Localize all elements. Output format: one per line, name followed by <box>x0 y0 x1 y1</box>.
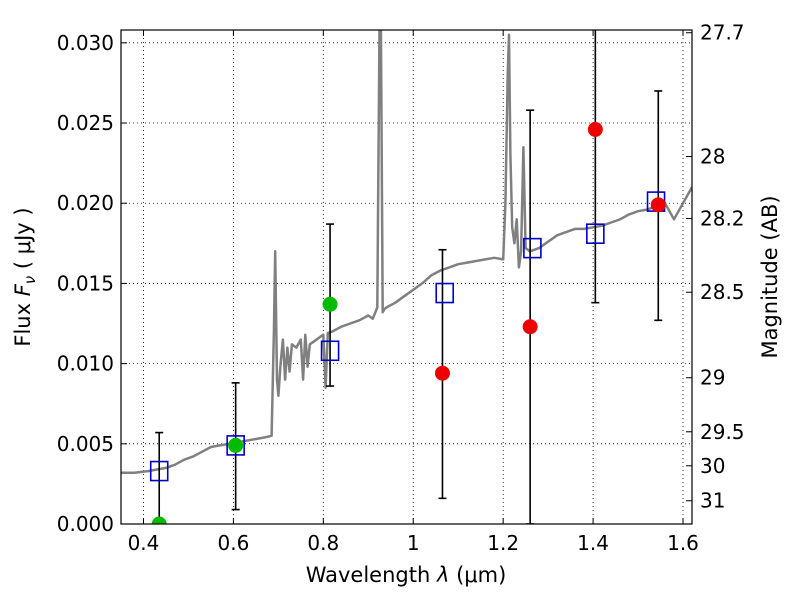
y-tick-label: 0.025 <box>57 111 114 135</box>
x-tick-label: 1.4 <box>577 531 609 555</box>
y-right-axis-title: Magnitude (AB) <box>758 195 782 358</box>
spectrum-line <box>121 30 692 474</box>
y-tick-label: 0.020 <box>57 191 114 215</box>
y-right-tick-label: 28 <box>700 145 725 169</box>
y-tick-label: 0.015 <box>57 271 114 295</box>
y-right-tick-label: 28.2 <box>700 206 745 230</box>
model-square-marker <box>586 223 605 244</box>
x-tick-label: 0.4 <box>128 531 160 555</box>
x-tick-label: 0.6 <box>217 531 249 555</box>
model-square-marker <box>226 435 245 456</box>
photometry-point <box>228 437 244 453</box>
model-square-marker <box>320 340 340 362</box>
x-tick-label: 1.2 <box>487 531 519 555</box>
y-axis-title: Flux Fν ( μJy ) <box>11 207 39 346</box>
photometry-point <box>650 197 666 213</box>
photometry-point <box>434 365 450 381</box>
photometry-point <box>151 516 167 524</box>
model-square-marker <box>523 237 542 259</box>
y-right-tick-label: 28.5 <box>700 280 745 304</box>
plot-data <box>121 30 692 524</box>
y-right-tick-label: 30 <box>700 454 725 478</box>
y-right-tick-label: 29 <box>700 366 725 390</box>
x-tick-label: 1.6 <box>667 531 699 555</box>
photometry-point <box>322 296 338 312</box>
y-tick-label: 0.030 <box>57 31 114 55</box>
y-tick-label: 0.005 <box>57 432 114 456</box>
y-right-tick-label: 27.7 <box>700 21 745 45</box>
model-square-marker <box>435 282 455 304</box>
y-right-tick-label: 31 <box>700 489 725 513</box>
axis-ticks: 0.4 0.6 0.8 1 1.2 1.4 1.6 0.000 0.005 0.010 0.015 0… <box>57 21 745 555</box>
photometry-point <box>587 121 603 137</box>
y-tick-label: 0.010 <box>57 352 114 376</box>
x-tick-label: 1 <box>407 531 420 555</box>
x-tick-label: 0.8 <box>307 531 339 555</box>
plot-frame <box>120 29 693 525</box>
y-tick-label: 0.000 <box>57 512 114 536</box>
photometry-point <box>522 319 538 335</box>
model-square-marker <box>149 460 169 482</box>
y-right-tick-label: 29.5 <box>700 420 745 444</box>
x-axis-title: Wavelength λ (μm) <box>306 563 507 587</box>
